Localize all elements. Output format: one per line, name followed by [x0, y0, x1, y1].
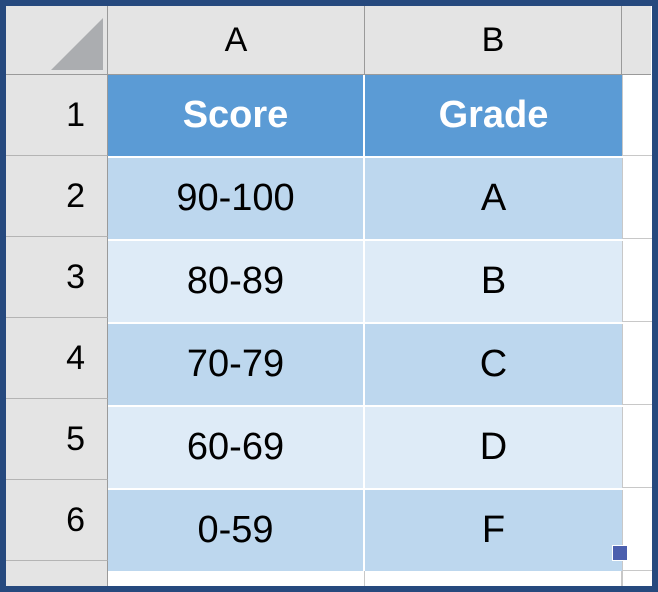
data-area: Score Grade 90-100 A 80-89 B 70-79 C 60-: [108, 75, 652, 586]
column-header-b[interactable]: B: [365, 6, 622, 75]
column-header-a[interactable]: A: [108, 6, 365, 75]
cell-A4[interactable]: 70-79: [108, 324, 365, 405]
cell-B4[interactable]: C: [365, 324, 622, 405]
cell-B2[interactable]: A: [365, 158, 622, 239]
cell-B1[interactable]: Grade: [365, 75, 622, 156]
row-header-5[interactable]: 5: [6, 399, 108, 480]
cell-C7[interactable]: [622, 571, 652, 586]
cell-C2[interactable]: [622, 158, 652, 239]
cell-C1[interactable]: [622, 75, 652, 156]
table-row: 0-59 F: [108, 490, 652, 571]
row-header-2[interactable]: 2: [6, 156, 108, 237]
row-header-3[interactable]: 3: [6, 237, 108, 318]
cell-C3[interactable]: [622, 241, 652, 322]
cell-A1[interactable]: Score: [108, 75, 365, 156]
select-all-button[interactable]: [6, 6, 108, 75]
row-header-7[interactable]: 7: [6, 561, 108, 586]
row-header-4[interactable]: 4: [6, 318, 108, 399]
row-header-1[interactable]: 1: [6, 75, 108, 156]
cell-A3[interactable]: 80-89: [108, 241, 365, 322]
column-header-strip: A B: [6, 6, 652, 75]
select-all-triangle-icon: [51, 18, 103, 70]
spreadsheet-grid: A B 1 2 3 4 5 6 7 Score Grade 90-100 A: [6, 6, 652, 586]
table-row: 90-100 A: [108, 158, 652, 241]
table-row-empty: [108, 571, 652, 586]
row-header-6[interactable]: 6: [6, 480, 108, 561]
column-header-c[interactable]: [622, 6, 651, 75]
cell-C4[interactable]: [622, 324, 652, 405]
cell-A2[interactable]: 90-100: [108, 158, 365, 239]
cell-A6[interactable]: 0-59: [108, 490, 365, 571]
row-header-strip: 1 2 3 4 5 6 7: [6, 75, 108, 586]
cell-C5[interactable]: [622, 407, 652, 488]
cell-B5[interactable]: D: [365, 407, 622, 488]
fill-handle[interactable]: [612, 545, 628, 561]
cell-B6[interactable]: F: [365, 490, 622, 571]
cell-B7[interactable]: [365, 571, 622, 586]
cell-B3[interactable]: B: [365, 241, 622, 322]
cell-A5[interactable]: 60-69: [108, 407, 365, 488]
table-row: 70-79 C: [108, 324, 652, 407]
table-row: 60-69 D: [108, 407, 652, 490]
table-header-row: Score Grade: [108, 75, 652, 158]
cell-A7[interactable]: [108, 571, 365, 586]
table-row: 80-89 B: [108, 241, 652, 324]
